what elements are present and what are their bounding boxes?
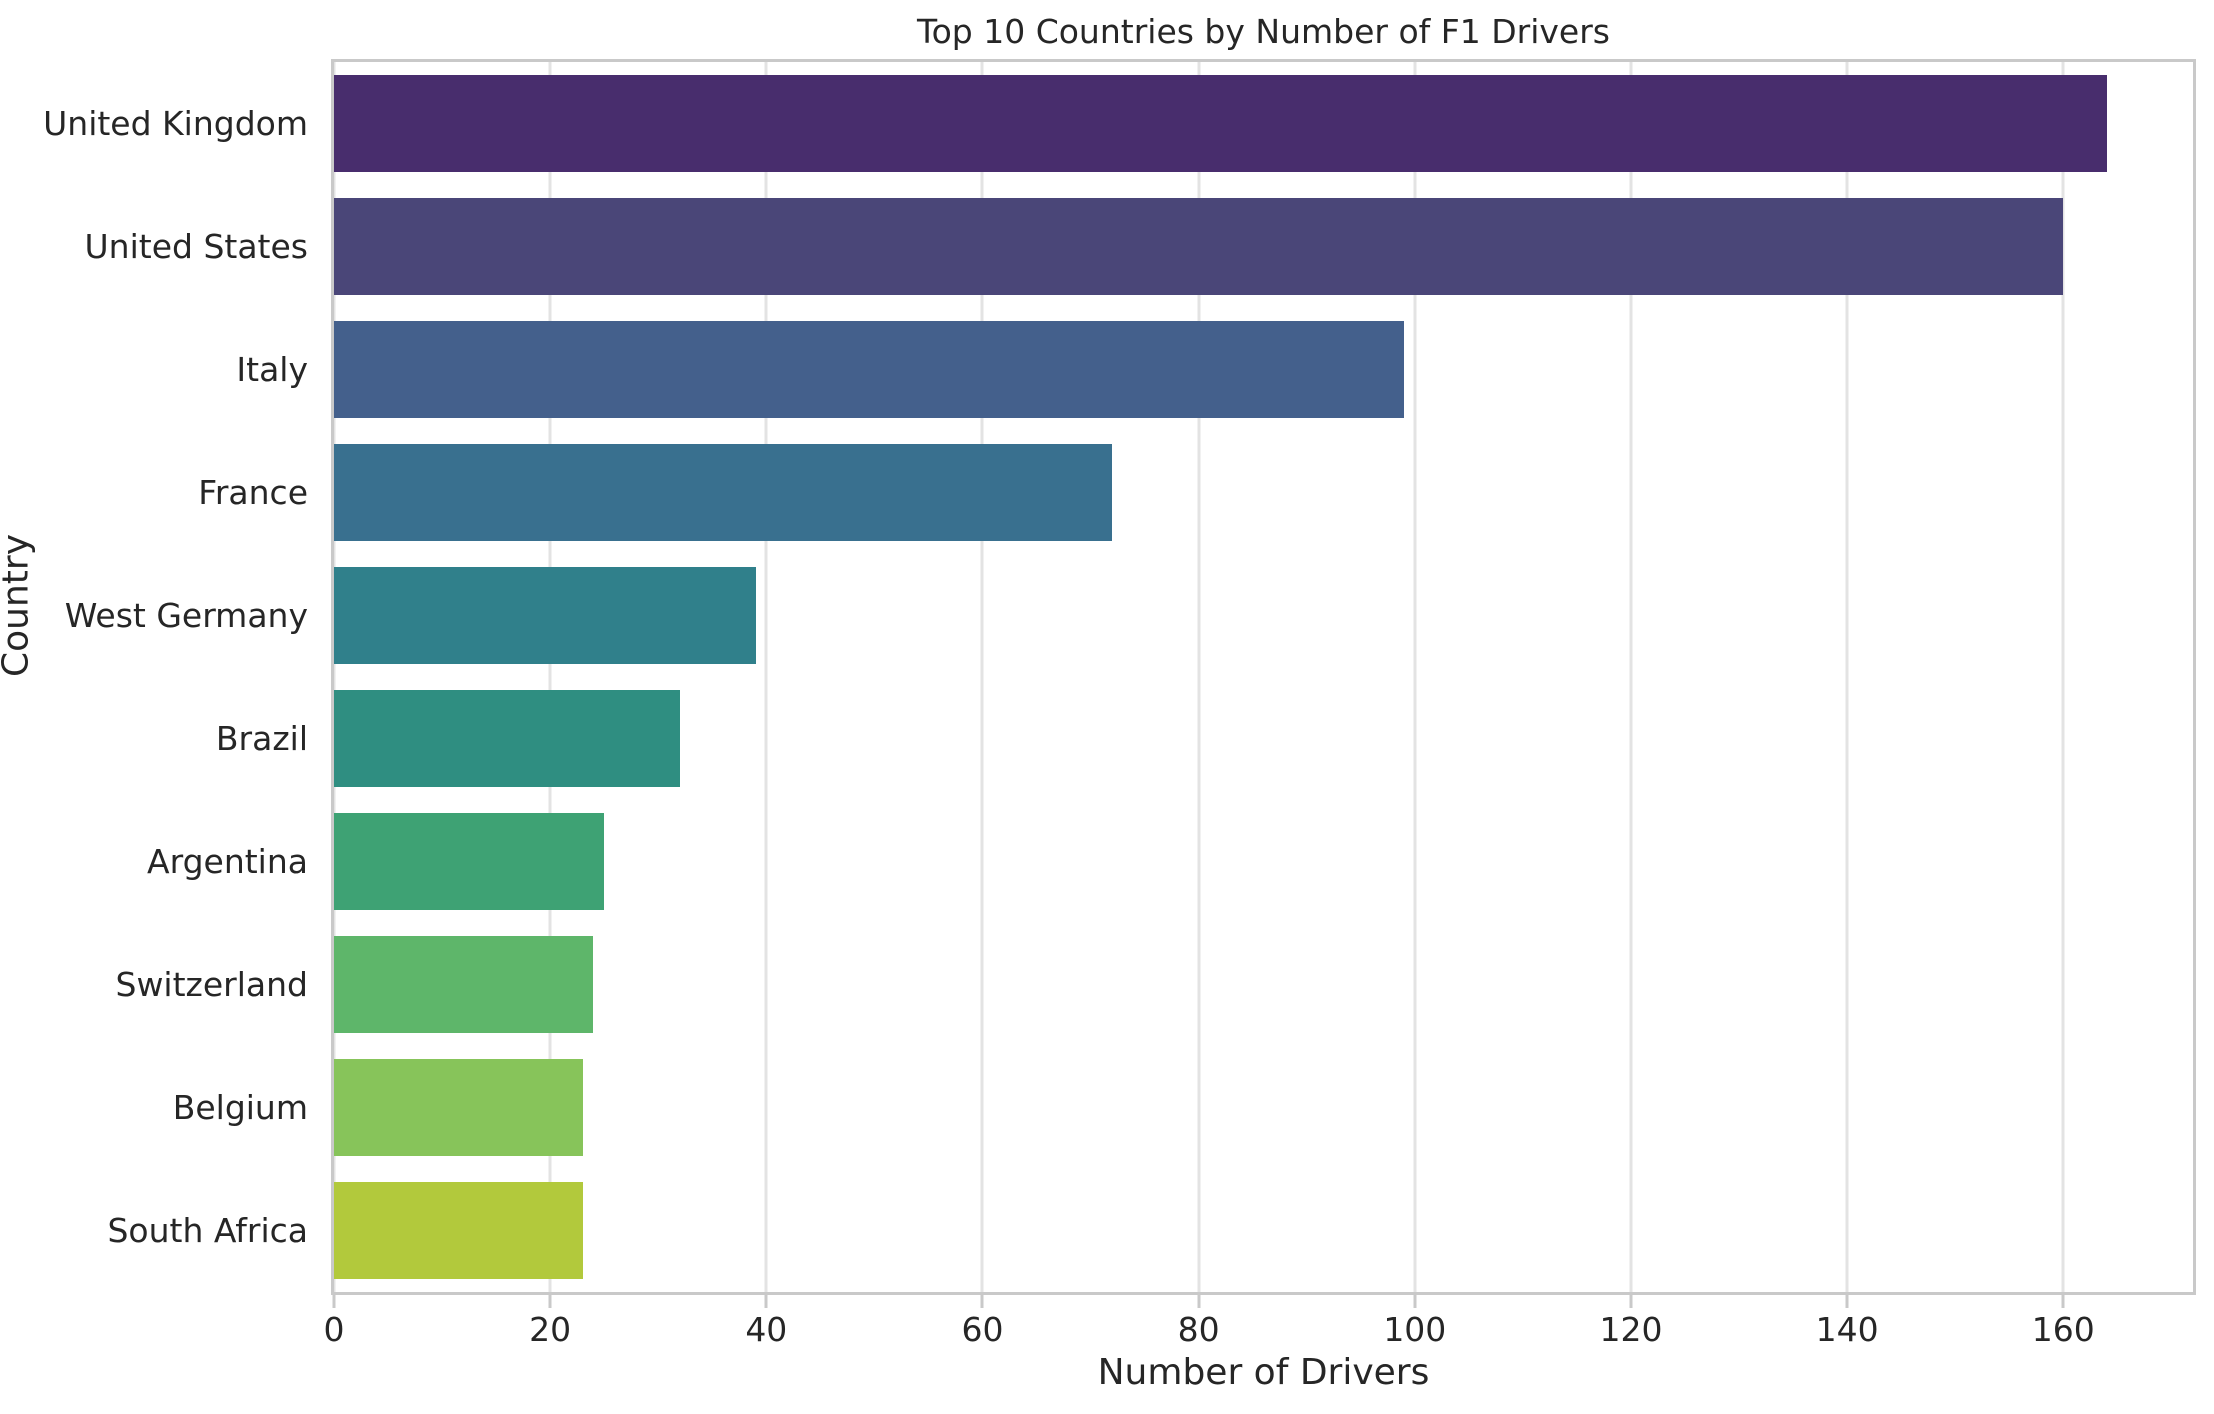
y-tick-label: South Africa bbox=[107, 1211, 308, 1250]
x-tick-label: 120 bbox=[1599, 1310, 1663, 1349]
y-tick-label: Belgium bbox=[172, 1088, 308, 1127]
x-tick-label: 100 bbox=[1383, 1310, 1447, 1349]
gridline bbox=[1197, 62, 1201, 1292]
plot-area bbox=[332, 62, 2193, 1292]
x-tick-mark bbox=[764, 1295, 768, 1308]
y-tick-label: Italy bbox=[236, 350, 308, 389]
x-tick-mark bbox=[332, 1295, 336, 1308]
x-tick-mark bbox=[1197, 1295, 1201, 1308]
bar-argentina bbox=[334, 813, 605, 910]
x-tick-label: 140 bbox=[1815, 1310, 1879, 1349]
bar-south-africa bbox=[334, 1182, 583, 1279]
bar-united-states bbox=[334, 198, 2064, 295]
x-tick-label: 40 bbox=[745, 1310, 788, 1349]
x-tick-mark bbox=[1413, 1295, 1417, 1308]
bar-italy bbox=[334, 321, 1404, 418]
gridline bbox=[1413, 62, 1417, 1292]
gridline bbox=[1845, 62, 1849, 1292]
chart-title: Top 10 Countries by Number of F1 Drivers bbox=[917, 12, 1610, 51]
y-tick-label: United States bbox=[84, 227, 308, 266]
gridline bbox=[764, 62, 768, 1292]
gridline bbox=[548, 62, 552, 1292]
bar-united-kingdom bbox=[334, 75, 2107, 172]
x-tick-mark bbox=[548, 1295, 552, 1308]
y-tick-label: Switzerland bbox=[115, 965, 309, 1004]
y-tick-label: United Kingdom bbox=[43, 104, 308, 143]
bar-france bbox=[334, 444, 1113, 541]
x-tick-mark bbox=[980, 1295, 984, 1308]
gridline bbox=[980, 62, 984, 1292]
bar-belgium bbox=[334, 1059, 583, 1156]
x-tick-label: 60 bbox=[961, 1310, 1004, 1349]
bar-brazil bbox=[334, 690, 680, 787]
bar-west-germany bbox=[334, 567, 756, 664]
x-tick-mark bbox=[1629, 1295, 1633, 1308]
x-tick-label: 20 bbox=[529, 1310, 572, 1349]
x-tick-label: 160 bbox=[2031, 1310, 2095, 1349]
y-tick-label: Argentina bbox=[147, 842, 308, 881]
x-tick-label: 0 bbox=[323, 1310, 345, 1349]
x-tick-mark bbox=[2061, 1295, 2065, 1308]
x-axis-label: Number of Drivers bbox=[1097, 1352, 1430, 1393]
y-tick-label: Brazil bbox=[215, 719, 308, 758]
x-tick-label: 80 bbox=[1177, 1310, 1220, 1349]
gridline bbox=[2061, 62, 2065, 1292]
y-tick-label: France bbox=[198, 473, 308, 512]
y-tick-label: West Germany bbox=[64, 596, 308, 635]
x-tick-mark bbox=[1845, 1295, 1849, 1308]
gridline bbox=[332, 62, 336, 1292]
gridline bbox=[1629, 62, 1633, 1292]
bar-switzerland bbox=[334, 936, 594, 1033]
